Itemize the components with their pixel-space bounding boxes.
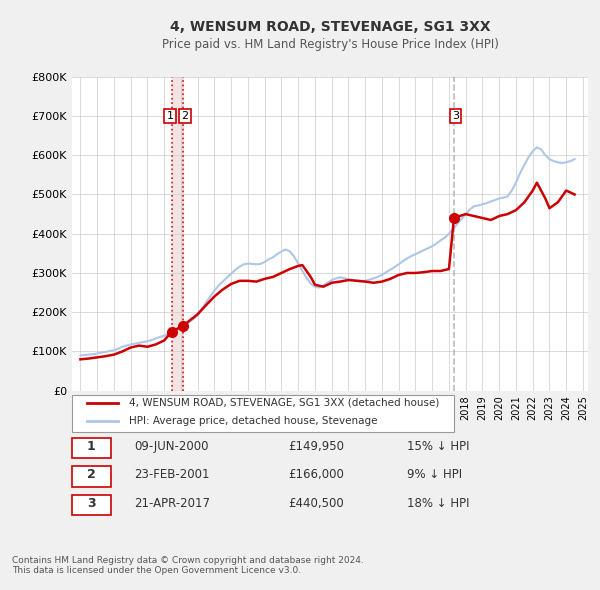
Text: Price paid vs. HM Land Registry's House Price Index (HPI): Price paid vs. HM Land Registry's House … [161, 38, 499, 51]
Text: 4, WENSUM ROAD, STEVENAGE, SG1 3XX (detached house): 4, WENSUM ROAD, STEVENAGE, SG1 3XX (deta… [129, 398, 439, 408]
FancyBboxPatch shape [72, 395, 454, 432]
Text: 1: 1 [87, 440, 95, 453]
Text: 09-JUN-2000: 09-JUN-2000 [134, 440, 208, 453]
FancyBboxPatch shape [72, 438, 110, 458]
Bar [172, 77, 183, 391]
Text: 9% ↓ HPI: 9% ↓ HPI [407, 468, 463, 481]
Text: 1: 1 [166, 111, 173, 121]
Text: 18% ↓ HPI: 18% ↓ HPI [407, 497, 470, 510]
Text: 21-APR-2017: 21-APR-2017 [134, 497, 210, 510]
Text: £166,000: £166,000 [289, 468, 344, 481]
Text: 2: 2 [181, 111, 188, 121]
FancyBboxPatch shape [72, 466, 110, 487]
Text: 3: 3 [87, 497, 95, 510]
Text: £149,950: £149,950 [289, 440, 345, 453]
Text: 2: 2 [87, 468, 95, 481]
Text: HPI: Average price, detached house, Stevenage: HPI: Average price, detached house, Stev… [129, 416, 377, 426]
FancyBboxPatch shape [72, 494, 110, 515]
Text: 4, WENSUM ROAD, STEVENAGE, SG1 3XX: 4, WENSUM ROAD, STEVENAGE, SG1 3XX [170, 19, 490, 34]
Text: Contains HM Land Registry data © Crown copyright and database right 2024.
This d: Contains HM Land Registry data © Crown c… [12, 556, 364, 575]
Text: 15% ↓ HPI: 15% ↓ HPI [407, 440, 470, 453]
Text: 3: 3 [452, 111, 459, 121]
Text: £440,500: £440,500 [289, 497, 344, 510]
Text: 23-FEB-2001: 23-FEB-2001 [134, 468, 209, 481]
